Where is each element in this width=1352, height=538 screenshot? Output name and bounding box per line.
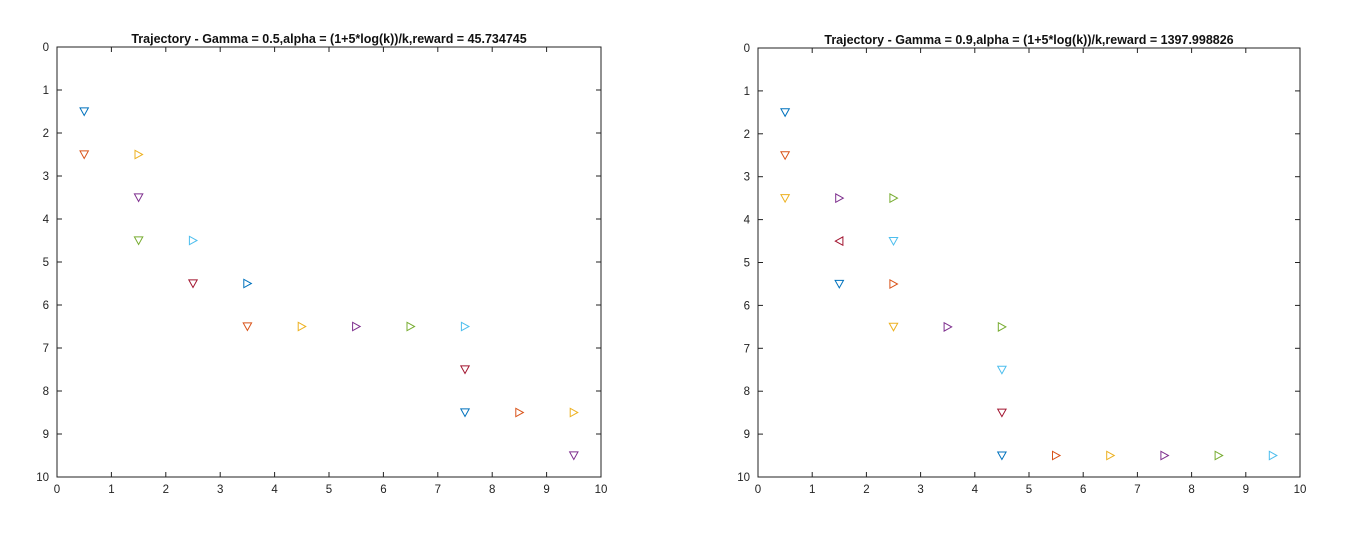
right-marker-right-triangle — [1268, 450, 1278, 461]
right-y-tick-label: 10 — [737, 472, 750, 484]
right-marker-right-triangle — [889, 278, 899, 290]
left-marker-down-triangle — [79, 150, 90, 160]
left-marker-right-triangle — [352, 321, 362, 332]
right-marker-down-triangle — [996, 451, 1007, 461]
right-x-tick-label: 7 — [1134, 484, 1140, 496]
left-x-tick-label: 3 — [217, 484, 223, 496]
left-marker-down-triangle — [568, 451, 579, 461]
right-y-tick-label: 1 — [744, 86, 750, 98]
right-y-tick-label: 0 — [744, 43, 750, 55]
right-x-tick-label: 1 — [809, 484, 815, 496]
left-x-tick-label: 6 — [380, 484, 386, 496]
right-x-tick-label: 6 — [1080, 484, 1086, 496]
right-x-tick-label: 10 — [1294, 484, 1307, 496]
right-y-tick-label: 5 — [744, 258, 750, 270]
left-y-tick-label: 2 — [43, 128, 49, 140]
right-chart-panel: Trajectory - Gamma = 0.9,alpha = (1+5*lo… — [737, 33, 1306, 496]
left-x-tick-label: 4 — [271, 484, 278, 496]
right-x-tick-label: 8 — [1188, 484, 1194, 496]
right-marker-down-triangle — [996, 408, 1007, 418]
left-marker-down-triangle — [133, 236, 144, 246]
left-marker-right-triangle — [243, 278, 253, 289]
left-x-tick-label: 2 — [163, 484, 169, 496]
left-y-tick-label: 7 — [43, 343, 49, 355]
right-y-tick-label: 7 — [744, 343, 750, 355]
right-marker-down-triangle — [996, 365, 1007, 375]
right-x-tick-label: 4 — [972, 484, 979, 496]
right-axes-box — [757, 47, 1301, 478]
left-marker-right-triangle — [134, 149, 144, 160]
left-marker-right-triangle — [569, 407, 579, 418]
left-y-tick-label: 6 — [43, 300, 49, 312]
left-chart-title: Trajectory - Gamma = 0.5,alpha = (1+5*lo… — [131, 32, 526, 46]
right-marker-down-triangle — [888, 322, 899, 332]
right-marker-right-triangle — [1052, 450, 1062, 461]
right-marker-right-triangle — [835, 193, 845, 204]
right-chart-title: Trajectory - Gamma = 0.9,alpha = (1+5*lo… — [824, 33, 1233, 47]
right-x-tick-label: 9 — [1243, 484, 1249, 496]
right-marker-down-triangle — [780, 194, 791, 204]
left-marker-down-triangle — [459, 408, 471, 418]
left-marker-down-triangle — [459, 365, 471, 375]
right-x-tick-label: 2 — [863, 484, 869, 496]
right-marker-right-triangle — [1214, 450, 1224, 461]
left-x-tick-label: 7 — [435, 484, 441, 496]
right-y-tick-label: 8 — [744, 386, 750, 398]
right-marker-down-triangle — [834, 279, 845, 289]
left-marker-down-triangle — [242, 322, 253, 332]
right-marker-right-triangle — [1160, 450, 1170, 461]
left-y-tick-label: 10 — [36, 472, 49, 484]
right-x-tick-label: 3 — [917, 484, 923, 496]
right-marker-left-triangle — [834, 236, 844, 247]
right-marker-right-triangle — [1106, 450, 1116, 461]
right-marker-down-triangle — [780, 108, 791, 118]
left-x-tick-label: 5 — [326, 484, 332, 496]
left-x-tick-label: 8 — [489, 484, 495, 496]
right-x-tick-label: 0 — [755, 484, 761, 496]
right-y-tick-label: 6 — [744, 300, 750, 312]
right-y-tick-label: 2 — [744, 129, 750, 141]
left-y-tick-label: 3 — [43, 171, 49, 183]
right-y-tick-label: 9 — [744, 429, 750, 441]
left-y-tick-label: 1 — [43, 85, 49, 97]
right-marker-right-triangle — [889, 193, 899, 204]
left-y-tick-label: 8 — [43, 386, 49, 398]
left-axes-box — [56, 46, 602, 478]
left-marker-right-triangle — [460, 321, 471, 332]
left-marker-down-triangle — [187, 279, 199, 289]
left-x-tick-label: 10 — [595, 484, 608, 496]
left-x-tick-label: 9 — [543, 484, 549, 496]
left-chart-panel: Trajectory - Gamma = 0.5,alpha = (1+5*lo… — [36, 32, 607, 496]
left-y-tick-label: 9 — [43, 429, 49, 441]
left-marker-right-triangle — [406, 321, 416, 332]
left-y-tick-label: 4 — [43, 214, 50, 226]
left-x-tick-label: 0 — [54, 484, 60, 496]
left-marker-right-triangle — [297, 321, 307, 332]
left-marker-right-triangle — [515, 407, 525, 418]
left-y-tick-label: 5 — [43, 257, 49, 269]
left-marker-down-triangle — [133, 193, 144, 203]
left-marker-down-triangle — [79, 107, 90, 117]
right-y-tick-label: 3 — [744, 172, 750, 184]
left-y-tick-label: 0 — [43, 42, 49, 54]
right-y-tick-label: 4 — [744, 215, 751, 227]
left-x-tick-label: 1 — [108, 484, 114, 496]
right-x-tick-label: 5 — [1026, 484, 1032, 496]
right-marker-down-triangle — [888, 237, 899, 247]
right-marker-right-triangle — [943, 321, 953, 332]
left-marker-right-triangle — [188, 235, 199, 246]
right-marker-right-triangle — [997, 321, 1007, 332]
right-marker-down-triangle — [780, 151, 791, 161]
